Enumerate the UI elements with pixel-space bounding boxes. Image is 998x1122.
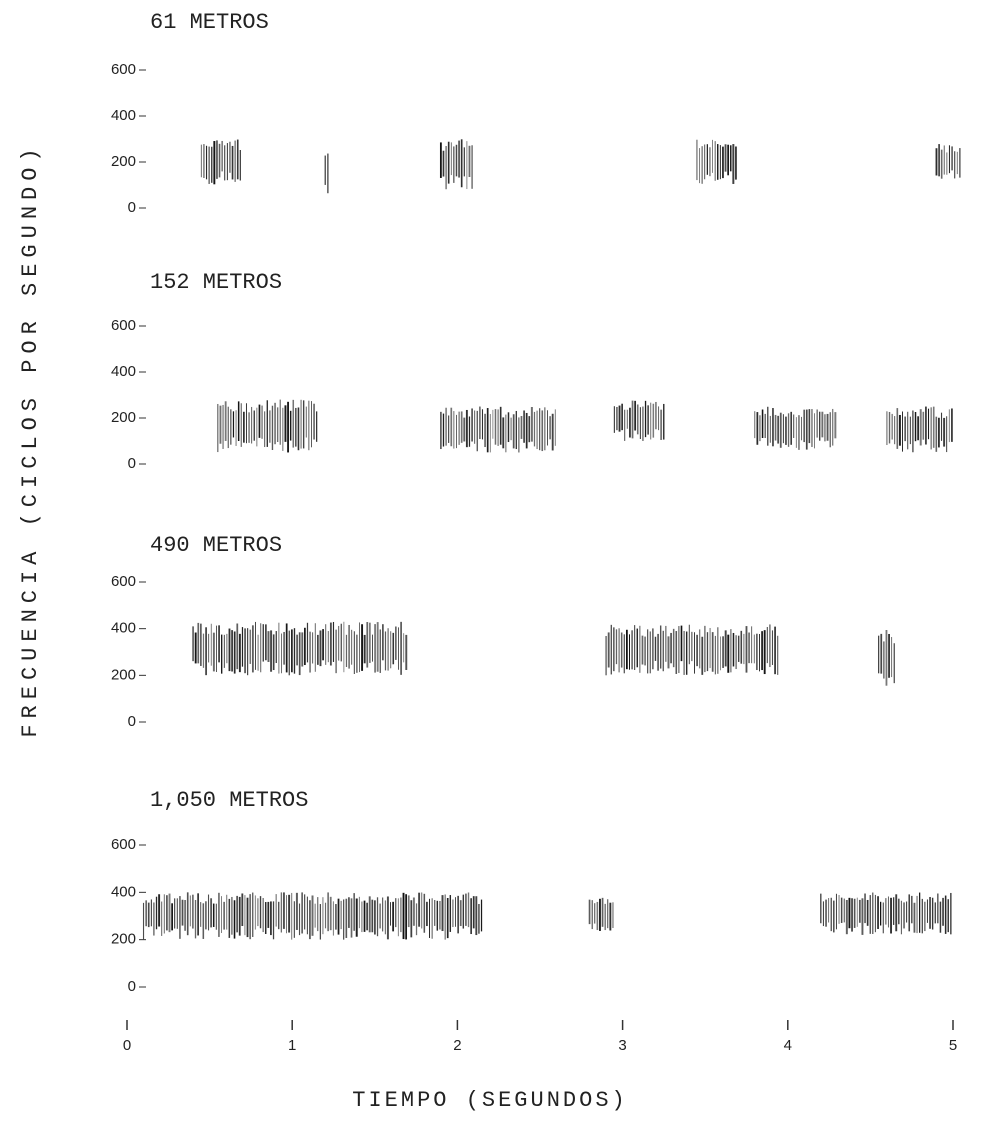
y-axis-label: FRECUENCIA (CICLOS POR SEGUNDO) [18, 142, 43, 737]
burst [605, 624, 779, 676]
y-tick-label: 200 [111, 153, 136, 170]
x-tick-label: 4 [784, 1037, 792, 1054]
burst [439, 139, 473, 190]
y-tick-label: 0 [128, 713, 136, 730]
y-tick-label: 200 [111, 931, 136, 948]
burst [886, 406, 953, 453]
y-tick-label: 0 [128, 978, 136, 995]
panel-title: 61 METROS [150, 10, 269, 35]
burst [440, 406, 556, 453]
burst [696, 139, 737, 184]
burst [192, 621, 408, 676]
x-tick-label: 5 [949, 1037, 957, 1054]
y-tick-label: 400 [111, 363, 136, 380]
x-tick-label: 0 [123, 1037, 131, 1054]
panel-title: 1,050 METROS [150, 788, 308, 813]
burst [142, 892, 483, 940]
burst [935, 144, 961, 179]
y-tick-label: 600 [111, 836, 136, 853]
panel-title: 490 METROS [150, 533, 282, 558]
y-tick-label: 400 [111, 107, 136, 124]
burst [588, 897, 614, 931]
y-tick-label: 200 [111, 666, 136, 683]
y-tick-label: 0 [128, 199, 136, 216]
y-tick-label: 200 [111, 409, 136, 426]
burst [613, 400, 665, 441]
y-tick-label: 0 [128, 455, 136, 472]
burst [820, 892, 952, 935]
burst [878, 629, 895, 686]
x-axis-label: TIEMPO (SEGUNDOS) [352, 1088, 627, 1113]
x-tick-label: 1 [288, 1037, 296, 1054]
burst [217, 399, 318, 453]
y-tick-label: 600 [111, 317, 136, 334]
y-tick-label: 600 [111, 61, 136, 78]
burst [324, 153, 329, 194]
y-tick-label: 400 [111, 883, 136, 900]
y-tick-label: 400 [111, 620, 136, 637]
x-tick-label: 3 [618, 1037, 626, 1054]
burst [200, 139, 242, 185]
y-tick-label: 600 [111, 573, 136, 590]
panel-title: 152 METROS [150, 270, 282, 295]
burst [754, 406, 837, 450]
x-tick-label: 2 [453, 1037, 461, 1054]
